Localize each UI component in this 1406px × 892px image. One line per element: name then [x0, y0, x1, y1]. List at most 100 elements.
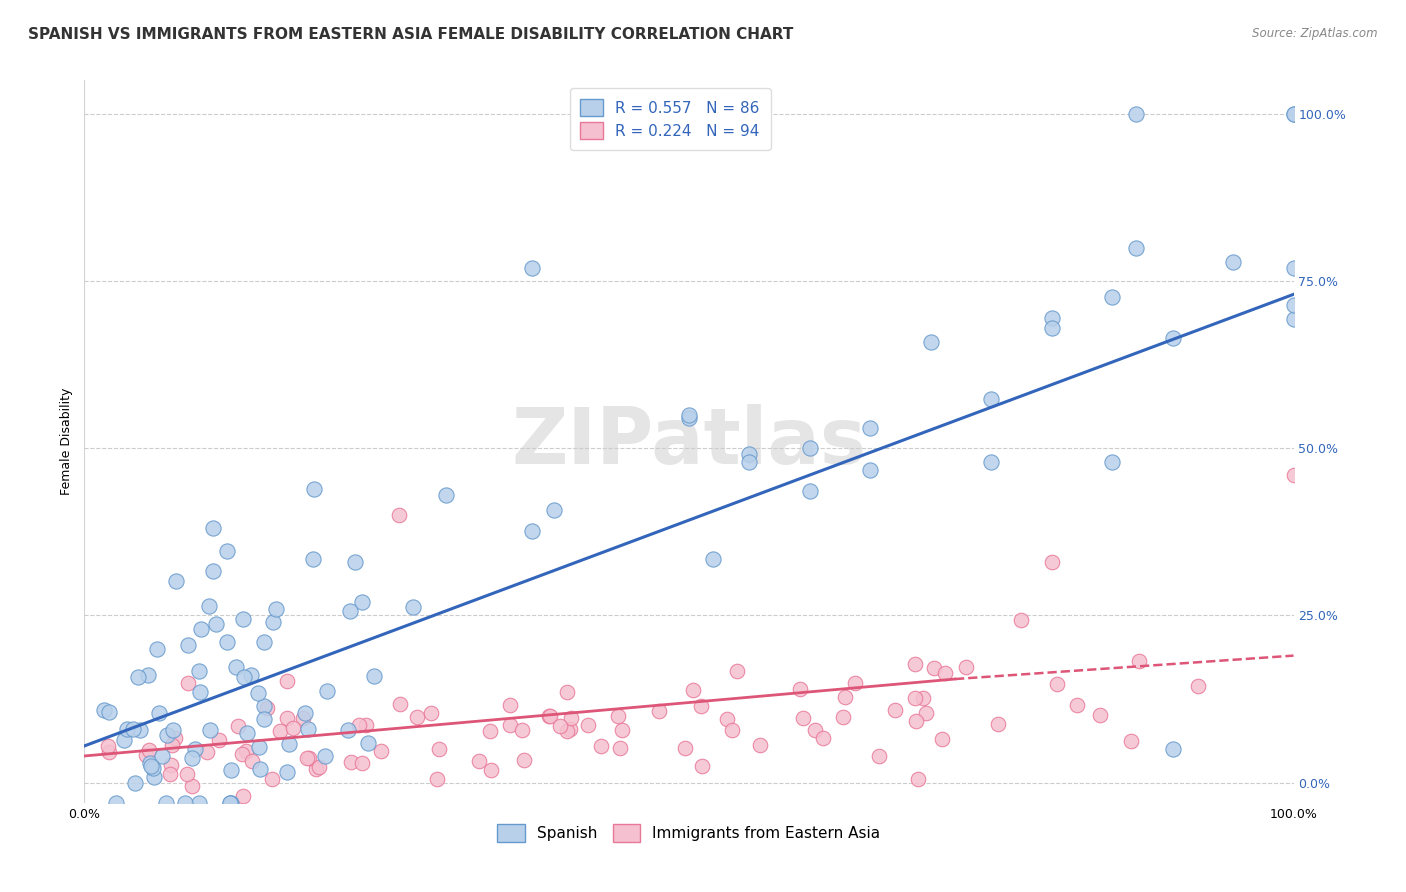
Point	[905, 714, 928, 729]
Point	[576, 717, 599, 731]
Point	[405, 710, 427, 724]
Point	[716, 713, 738, 727]
Point	[1125, 107, 1147, 121]
Point	[904, 691, 927, 706]
Point	[792, 711, 814, 725]
Point	[201, 520, 224, 534]
Point	[499, 698, 522, 712]
Point	[208, 733, 231, 747]
Point	[180, 751, 202, 765]
Point	[356, 718, 378, 732]
Text: Source: ZipAtlas.com: Source: ZipAtlas.com	[1253, 27, 1378, 40]
Point	[907, 772, 929, 786]
Point	[277, 737, 299, 751]
Point	[749, 739, 772, 753]
Point	[370, 744, 392, 758]
Point	[1066, 698, 1088, 713]
Point	[225, 659, 247, 673]
Point	[235, 743, 257, 757]
Point	[520, 524, 543, 538]
Point	[673, 741, 696, 756]
Point	[195, 745, 218, 759]
Point	[804, 723, 827, 737]
Point	[789, 681, 811, 696]
Point	[922, 661, 945, 675]
Point	[183, 742, 205, 756]
Point	[98, 705, 121, 719]
Point	[363, 669, 385, 683]
Point	[218, 796, 240, 810]
Point	[155, 796, 177, 810]
Point	[479, 763, 502, 777]
Point	[1187, 679, 1209, 693]
Point	[112, 733, 135, 747]
Point	[295, 751, 318, 765]
Point	[115, 723, 138, 737]
Point	[1101, 455, 1123, 469]
Point	[557, 685, 579, 699]
Point	[198, 723, 221, 737]
Point	[246, 686, 269, 700]
Point	[305, 762, 328, 776]
Point	[262, 772, 284, 786]
Point	[226, 719, 249, 733]
Point	[543, 503, 565, 517]
Point	[834, 690, 856, 704]
Point	[347, 718, 370, 732]
Point	[276, 711, 298, 725]
Point	[540, 709, 562, 723]
Point	[513, 753, 536, 767]
Point	[799, 484, 821, 499]
Point	[291, 711, 314, 725]
Point	[339, 604, 361, 618]
Point	[1101, 290, 1123, 304]
Point	[252, 635, 274, 649]
Point	[1040, 555, 1063, 569]
Point	[281, 721, 304, 735]
Point	[1040, 320, 1063, 334]
Point	[301, 552, 323, 566]
Point	[252, 712, 274, 726]
Point	[232, 789, 254, 804]
Point	[239, 667, 262, 681]
Text: ZIPatlas: ZIPatlas	[512, 403, 866, 480]
Point	[174, 796, 197, 810]
Point	[124, 776, 146, 790]
Point	[294, 706, 316, 721]
Point	[139, 756, 162, 770]
Point	[434, 488, 457, 502]
Point	[177, 675, 200, 690]
Point	[955, 659, 977, 673]
Point	[548, 719, 571, 733]
Point	[105, 796, 128, 810]
Point	[304, 482, 326, 496]
Point	[1161, 742, 1184, 756]
Point	[520, 260, 543, 275]
Point	[859, 463, 882, 477]
Point	[911, 690, 934, 705]
Point	[980, 455, 1002, 469]
Point	[1282, 312, 1305, 326]
Point	[188, 685, 211, 699]
Point	[799, 442, 821, 455]
Point	[176, 766, 198, 780]
Point	[97, 745, 120, 759]
Point	[139, 759, 162, 773]
Point	[240, 754, 263, 768]
Point	[256, 701, 278, 715]
Point	[343, 555, 366, 569]
Point	[276, 764, 298, 779]
Point	[187, 796, 209, 810]
Point	[138, 742, 160, 756]
Point	[610, 723, 633, 737]
Point	[298, 751, 321, 765]
Point	[555, 723, 578, 738]
Point	[468, 755, 491, 769]
Point	[859, 421, 882, 435]
Point	[589, 739, 612, 753]
Point	[883, 703, 905, 717]
Point	[702, 551, 724, 566]
Point	[187, 664, 209, 678]
Point	[190, 622, 212, 636]
Point	[205, 617, 228, 632]
